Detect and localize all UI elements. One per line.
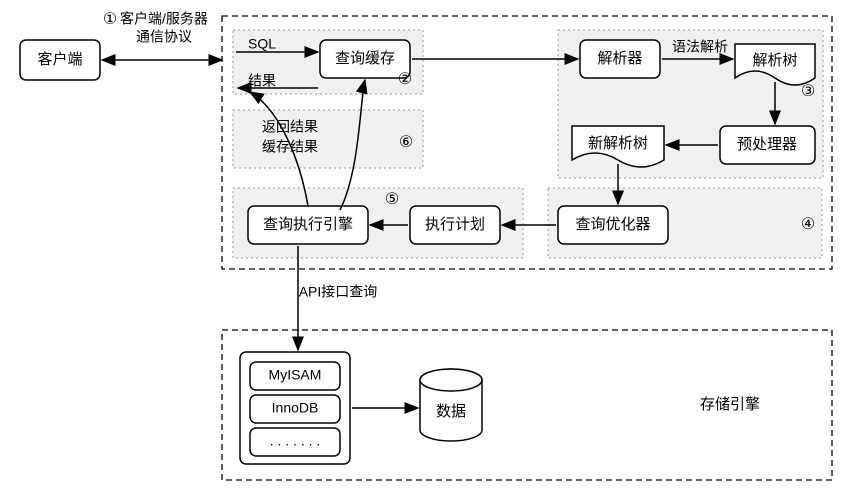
exec-engine-label: 查询执行引擎 (263, 216, 353, 233)
query-cache-label: 查询缓存 (335, 50, 395, 67)
proto2: 通信协议 (136, 29, 192, 45)
api-label: API接口查询 (299, 284, 378, 300)
innodb-label: InnoDB (272, 400, 319, 416)
syntax-label: 语法解析 (672, 39, 728, 55)
exec-plan-label: 执行计划 (425, 216, 485, 233)
ret1: 返回结果 (262, 119, 318, 135)
optimizer-label: 查询优化器 (575, 216, 650, 233)
step3: ③ (801, 83, 815, 100)
result-label: 结果 (248, 73, 276, 89)
architecture-diagram: 客户端 查询缓存 解析器 解析树 预处理器 新解析树 查询优化器 执行计划 查询… (0, 0, 854, 500)
data-label: 数据 (436, 403, 466, 420)
data-node: 数据 (420, 369, 482, 441)
storage-label: 存储引擎 (700, 396, 760, 413)
step6: ⑥ (399, 134, 413, 151)
step2: ② (398, 71, 412, 88)
ret2: 缓存结果 (262, 139, 318, 155)
parser-label: 解析器 (597, 50, 642, 67)
proto1: 客户端/服务器 (120, 11, 208, 27)
dots-label: . . . . . . . (270, 433, 321, 449)
step4: ④ (801, 216, 815, 233)
client-label: 客户端 (37, 51, 82, 68)
step1: ① (103, 11, 117, 28)
step5: ⑤ (385, 191, 399, 208)
parse-tree-label: 解析树 (752, 52, 797, 69)
new-parse-tree-label: 新解析树 (588, 135, 648, 152)
sql-label: SQL (248, 36, 276, 52)
preprocessor-label: 预处理器 (737, 136, 797, 153)
myisam-label: MyISAM (269, 367, 322, 383)
